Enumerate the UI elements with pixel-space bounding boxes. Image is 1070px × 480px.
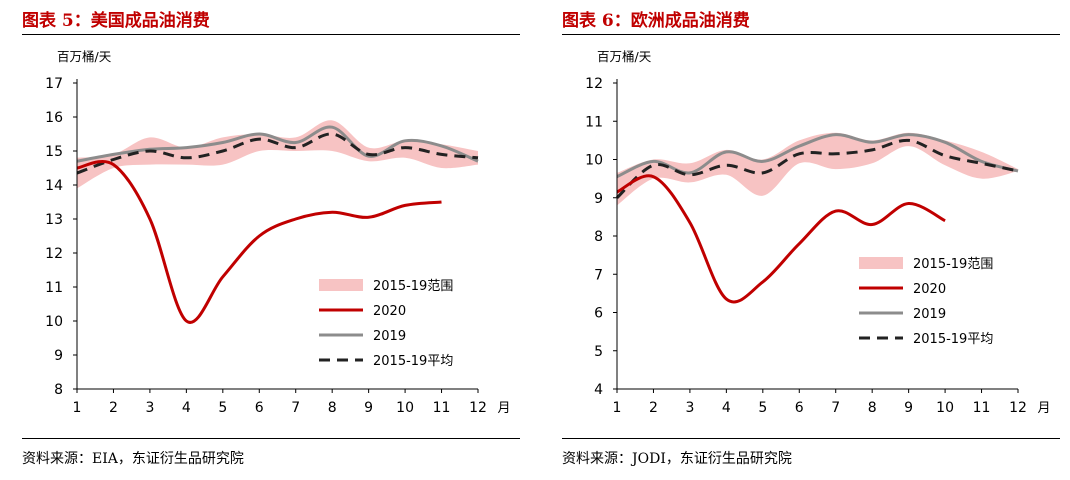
legend-label-2015-19平均: 2015-19平均	[913, 332, 993, 347]
x-tick-label: 10	[396, 400, 414, 416]
x-tick-label: 1	[73, 400, 82, 416]
y-tick-label: 12	[585, 76, 603, 92]
x-tick-label: 6	[795, 400, 804, 416]
legend-label-2015-19平均: 2015-19平均	[373, 354, 453, 369]
chart-title: 图表 6：欧洲成品油消费	[562, 11, 750, 31]
x-tick-label: 6	[255, 400, 264, 416]
x-tick-label: 9	[904, 400, 913, 416]
x-tick-label: 4	[182, 400, 191, 416]
y-tick-label: 7	[594, 267, 603, 283]
y-tick-label: 16	[45, 110, 63, 126]
y-tick-label: 9	[594, 191, 603, 207]
x-tick-label: 11	[433, 400, 451, 416]
y-tick-label: 10	[45, 314, 63, 330]
y-tick-label: 14	[45, 178, 63, 194]
x-tick-label: 7	[831, 400, 840, 416]
legend-swatch-range	[319, 279, 363, 291]
title-divider	[22, 34, 520, 35]
y-tick-label: 4	[594, 382, 603, 398]
chart-panel-us: 图表 5：美国成品油消费 百万桶/天 8 9 10 11 12 13 14 15 16 17 1 2 3 4…	[0, 0, 520, 480]
legend-label-2020: 2020	[373, 304, 406, 319]
series-line-2020	[616, 174, 946, 304]
series-line-2019	[616, 133, 1019, 179]
y-tick-label: 8	[594, 229, 603, 245]
x-tick-label: 5	[218, 400, 227, 416]
legend-label-2015-19范围: 2015-19范围	[913, 257, 993, 272]
x-tick-label: 7	[291, 400, 300, 416]
series-line-2015-19平均	[615, 138, 1019, 199]
series-line-2019	[76, 125, 479, 163]
x-tick-label: 12	[1009, 400, 1027, 416]
legend-label-2020: 2020	[913, 282, 946, 297]
x-tick-label: 5	[758, 400, 767, 416]
x-tick-label: 8	[868, 400, 877, 416]
x-tick-label: 3	[145, 400, 154, 416]
y-tick-label: 9	[54, 348, 63, 364]
x-axis-unit-label: 月	[1037, 401, 1050, 416]
source-divider	[22, 438, 520, 439]
y-tick-label: 8	[54, 382, 63, 398]
legend-label-2019: 2019	[373, 329, 406, 344]
title-divider	[562, 34, 1060, 35]
x-tick-label: 2	[649, 400, 658, 416]
y-tick-label: 15	[45, 144, 63, 160]
chart-panel-europe: 图表 6：欧洲成品油消费 百万桶/天 4 5 6 7 8 9 10 11 12 1 2 3 4 5 6 7 8 9 1…	[540, 0, 1060, 480]
y-tick-label: 17	[45, 76, 63, 92]
y-tick-label: 11	[45, 280, 63, 296]
series-line-2015-19平均	[76, 132, 479, 175]
y-axis-unit-label: 百万桶/天	[57, 49, 112, 64]
y-tick-label: 10	[585, 153, 603, 169]
legend-label-2019: 2019	[913, 307, 946, 322]
y-tick-label: 11	[585, 114, 603, 130]
y-tick-label: 5	[594, 344, 603, 360]
y-axis-unit-label: 百万桶/天	[597, 49, 652, 64]
x-tick-label: 1	[613, 400, 622, 416]
x-tick-label: 8	[328, 400, 337, 416]
y-tick-label: 13	[45, 212, 63, 228]
legend-label-2015-19范围: 2015-19范围	[373, 279, 453, 294]
y-tick-label: 6	[594, 306, 603, 322]
range-band-2015-19	[77, 120, 478, 189]
chart-title: 图表 5：美国成品油消费	[22, 11, 210, 31]
x-tick-label: 4	[722, 400, 731, 416]
y-tick-label: 12	[45, 246, 63, 262]
x-tick-label: 11	[973, 400, 991, 416]
x-tick-label: 3	[685, 400, 694, 416]
x-tick-label: 12	[469, 400, 487, 416]
series-line-2020	[76, 159, 442, 324]
chart-source: 资料来源：EIA，东证衍生品研究院	[22, 451, 244, 467]
x-tick-label: 2	[109, 400, 118, 416]
x-tick-label: 9	[364, 400, 373, 416]
x-tick-label: 10	[936, 400, 954, 416]
chart-source: 资料来源：JODI，东证衍生品研究院	[562, 451, 792, 467]
legend-swatch-range	[859, 257, 903, 269]
x-axis-unit-label: 月	[497, 401, 510, 416]
source-divider	[562, 438, 1060, 439]
